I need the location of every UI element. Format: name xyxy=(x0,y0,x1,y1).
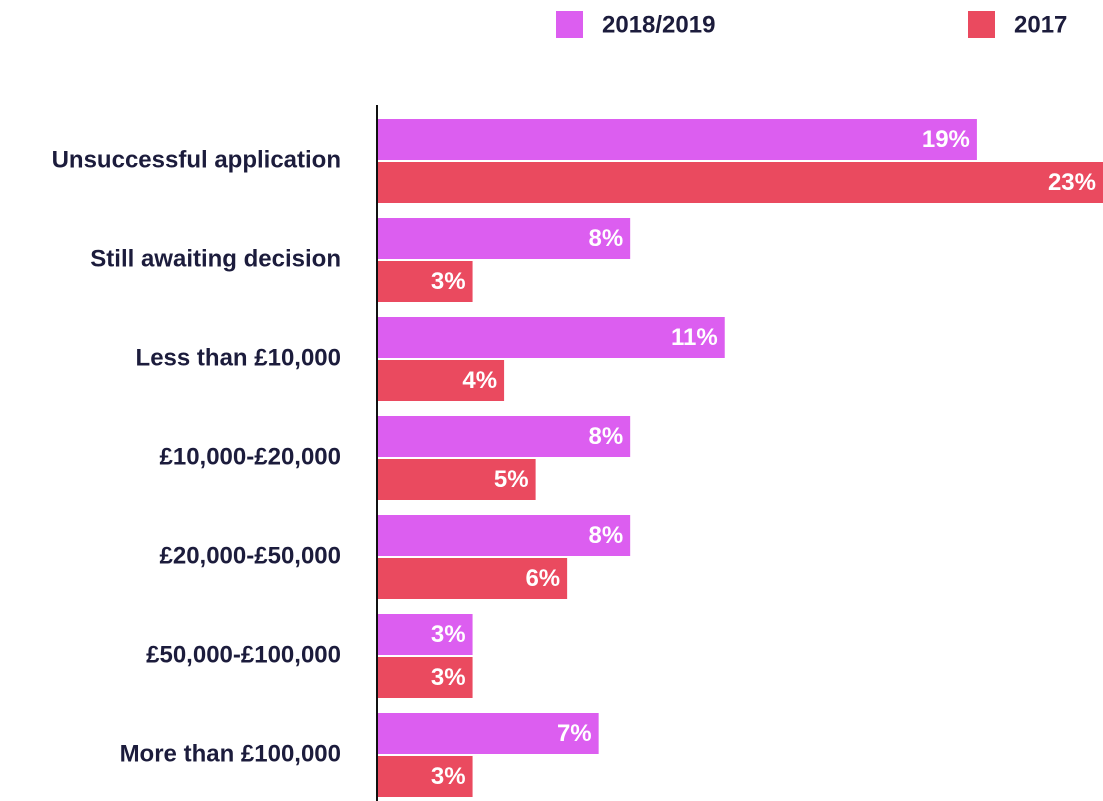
y-tick-label: More than £100,000 xyxy=(120,740,341,767)
value-label: 11% xyxy=(671,324,718,351)
value-label: 8% xyxy=(588,423,623,450)
y-tick-label: £50,000-£100,000 xyxy=(146,641,341,668)
value-label: 8% xyxy=(588,522,623,549)
legend-label: 2018/2019 xyxy=(602,11,715,38)
legend-label: 2017 xyxy=(1014,11,1067,38)
bar xyxy=(378,614,473,655)
y-tick-label: Still awaiting decision xyxy=(90,245,341,272)
bar xyxy=(378,162,1103,203)
value-label: 3% xyxy=(431,268,466,295)
y-tick-label: £10,000-£20,000 xyxy=(160,443,342,470)
bar xyxy=(378,317,725,358)
value-label: 19% xyxy=(922,126,970,153)
bar xyxy=(378,558,568,599)
bar xyxy=(378,218,631,259)
bar xyxy=(378,756,473,797)
value-label: 8% xyxy=(588,225,623,252)
y-tick-label: £20,000-£50,000 xyxy=(160,542,342,569)
bar xyxy=(378,459,536,500)
bar xyxy=(378,657,473,698)
y-tick-label: Less than £10,000 xyxy=(136,344,341,371)
value-label: 3% xyxy=(431,763,466,790)
bar xyxy=(378,713,599,754)
value-label: 6% xyxy=(525,565,560,592)
bar xyxy=(378,416,631,457)
value-label: 5% xyxy=(494,466,529,493)
bar xyxy=(378,261,473,302)
legend-swatch xyxy=(556,11,583,38)
value-label: 23% xyxy=(1048,169,1096,196)
bar xyxy=(378,515,631,556)
value-label: 3% xyxy=(431,664,466,691)
value-label: 7% xyxy=(557,720,592,747)
value-label: 4% xyxy=(462,367,497,394)
legend-swatch xyxy=(968,11,995,38)
y-tick-label: Unsuccessful application xyxy=(52,146,341,173)
bar xyxy=(378,119,977,160)
value-label: 3% xyxy=(431,621,466,648)
bar xyxy=(378,360,505,401)
